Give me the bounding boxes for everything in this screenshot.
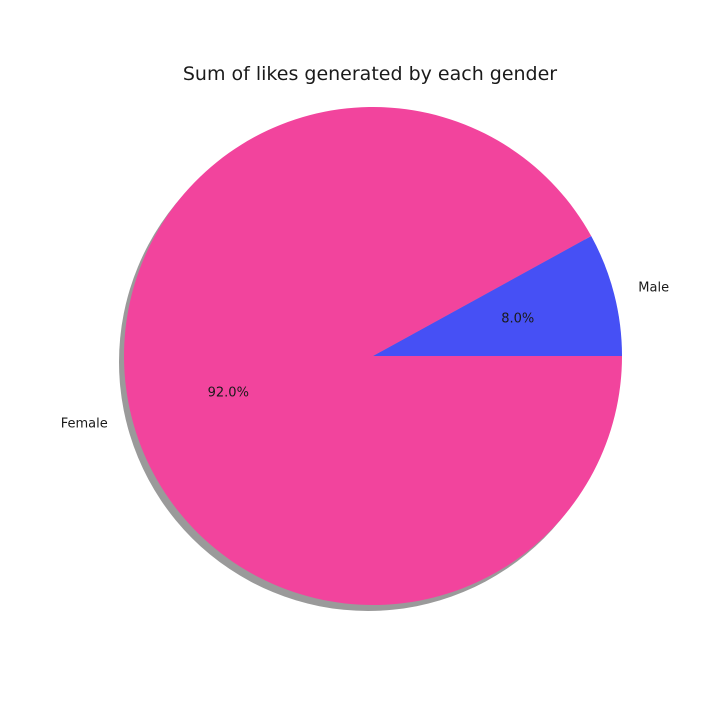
- chart-title: Sum of likes generated by each gender: [183, 63, 557, 85]
- pie-slices: [123, 106, 622, 605]
- pie-slice-female: [123, 106, 622, 605]
- slice-label-female: Female: [61, 417, 108, 432]
- slice-pct-female: 92.0%: [208, 386, 249, 401]
- pie-slice-male: [373, 236, 622, 356]
- pie-labels: Male 8.0% Female 92.0%: [61, 280, 669, 431]
- slice-label-male: Male: [638, 280, 669, 295]
- slice-pct-male: 8.0%: [501, 311, 534, 326]
